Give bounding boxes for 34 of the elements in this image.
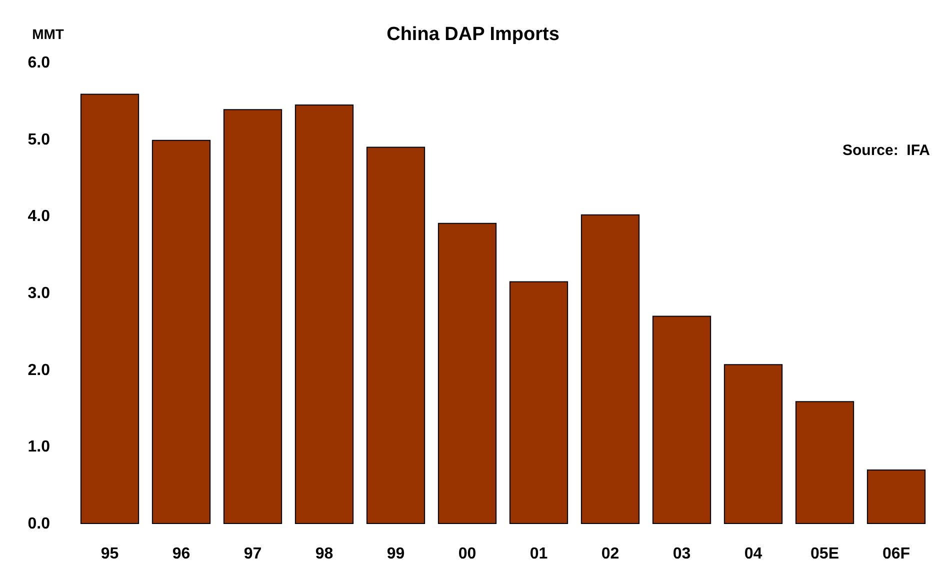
annotation: Source: IFA [842,142,930,159]
x-tick-label: 06F [882,546,910,562]
x-tick-label: 99 [386,546,405,562]
y-tick-label: 3.0 [28,285,50,302]
y-tick-label: 4.0 [28,208,50,226]
x-tick-label: 05E [810,546,840,562]
x-tick-label: 98 [315,546,334,562]
x-tick-label: 04 [744,546,762,562]
bar [152,140,211,524]
x-tick-label: 03 [672,546,691,562]
y-axis-title: MMT [32,26,64,42]
chart-title: China DAP Imports [386,24,560,45]
x-tick-label: 00 [458,546,476,562]
y-tick-label: 2.0 [28,362,50,379]
y-tick-label: 5.0 [28,131,50,148]
x-tick-label: 95 [100,546,119,562]
bar [724,364,783,524]
y-tick-label: 6.0 [28,54,50,72]
x-tick-label: 01 [530,546,548,562]
bar [795,401,854,524]
bar [866,469,926,524]
x-tick-label: 97 [244,546,262,562]
bar [80,94,140,524]
bar [652,316,712,524]
bar [438,222,497,524]
bar [223,109,282,524]
x-tick-label: 02 [601,546,620,562]
bar [294,104,354,524]
bar [366,146,426,524]
bar [580,214,640,524]
y-tick-label: 0.0 [28,516,50,532]
bar [509,281,568,524]
y-tick-label: 1.0 [28,438,50,456]
x-tick-label: 96 [172,546,190,562]
